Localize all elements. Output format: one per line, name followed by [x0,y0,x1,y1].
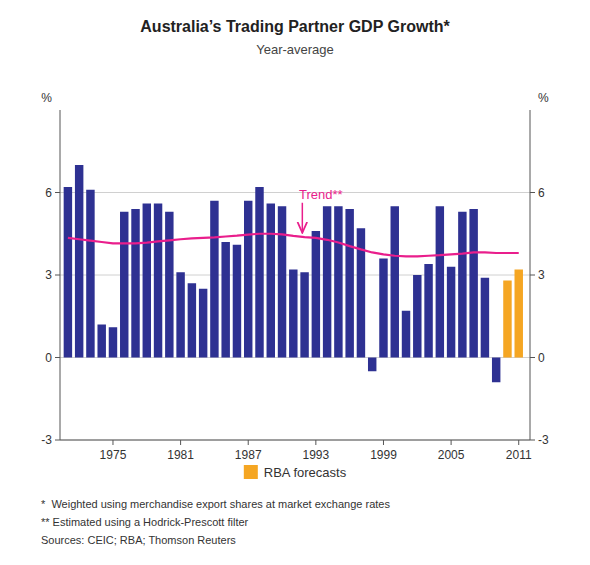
bar [233,245,241,358]
annotations: Trend** [299,187,343,233]
bar [424,264,432,358]
bar [334,206,342,357]
bar [300,272,308,357]
bar [379,259,387,358]
grid-line [60,440,530,441]
x-tick [451,440,452,445]
x-tick [383,440,384,445]
subtitle: Year-average [256,42,334,57]
x-tick [315,440,316,445]
bar [97,325,105,358]
bar [176,272,184,357]
bar [120,212,128,358]
bar [86,190,94,358]
bar [368,358,376,372]
bar [255,187,263,358]
y-tick [55,192,60,193]
y-tick [55,440,60,441]
bar [165,212,173,358]
y-tick [55,275,60,276]
bar [515,270,523,358]
bar [503,281,511,358]
x-tick-label: 1993 [302,448,329,462]
bar [143,204,151,358]
bar [312,231,320,358]
bar [289,270,297,358]
x-tick-label: 2011 [506,448,532,462]
y-tick-label: 0 [45,351,52,365]
bar [131,209,139,358]
legend: RBA forecasts [244,465,347,480]
y2-tick-label: 3 [538,268,545,282]
chart: Australia’s Trading Partner GDP Growth* Y… [0,0,590,565]
bar [154,204,162,358]
bar [469,209,477,358]
x-tick-label: 1981 [167,448,194,462]
grid-line [60,192,530,193]
grid [60,193,530,441]
y2-tick-label: 0 [538,351,545,365]
x-axis-line [60,440,530,441]
x-tick [518,440,519,445]
legend-swatch [244,465,258,479]
y-tick-label: -3 [41,433,52,447]
bar [447,267,455,358]
bar [109,327,117,357]
bar [75,165,83,358]
bar [391,206,399,357]
x-tick-label: 1999 [370,448,397,462]
bar [323,206,331,357]
trend-line [68,234,519,257]
bar [210,201,218,358]
title: Australia’s Trading Partner GDP Growth* [140,18,450,35]
y2-axis-label: % [538,91,549,105]
y-tick-label: 3 [45,268,52,282]
y2-tick [530,192,535,193]
x-tick [112,440,113,445]
bar [199,289,207,358]
bar [188,283,196,357]
bar [64,187,72,358]
y-tick-label: 6 [45,186,52,200]
bar [436,206,444,357]
legend-label: RBA forecasts [264,465,347,480]
y2-tick [530,440,535,441]
annotation-arrow [302,203,304,233]
x-tick-label: 1987 [235,448,262,462]
bar [402,311,410,358]
bar [481,278,489,358]
footnotes: * Weighted using merchandise export shar… [41,498,390,546]
axes: 1975 1981 1987 1993 1999 2005 2011 -3 0 3 6 -3 0 3 6%% [41,91,549,462]
x-tick-label: 2005 [438,448,465,462]
annotation-text: Trend** [299,187,343,202]
bar [267,204,275,358]
plot-marks [64,165,523,382]
bar [458,212,466,358]
footnote: Sources: CEIC; RBA; Thomson Reuters [41,534,236,546]
footnote: * Weighted using merchandise export shar… [41,498,390,510]
x-tick [248,440,249,445]
y2-tick-label: 6 [538,186,545,200]
bar [492,358,500,383]
y2-tick-label: -3 [538,433,549,447]
x-tick-label: 1975 [100,448,127,462]
y-axis-label: % [41,91,52,105]
bar [345,209,353,358]
bar [278,206,286,357]
y2-tick [530,357,535,358]
bar [413,275,421,358]
bar [244,201,252,358]
bar [221,242,229,358]
y-tick [55,357,60,358]
x-tick [180,440,181,445]
footnote: ** Estimated using a Hodrick-Prescott fi… [41,516,249,528]
y2-tick [530,275,535,276]
